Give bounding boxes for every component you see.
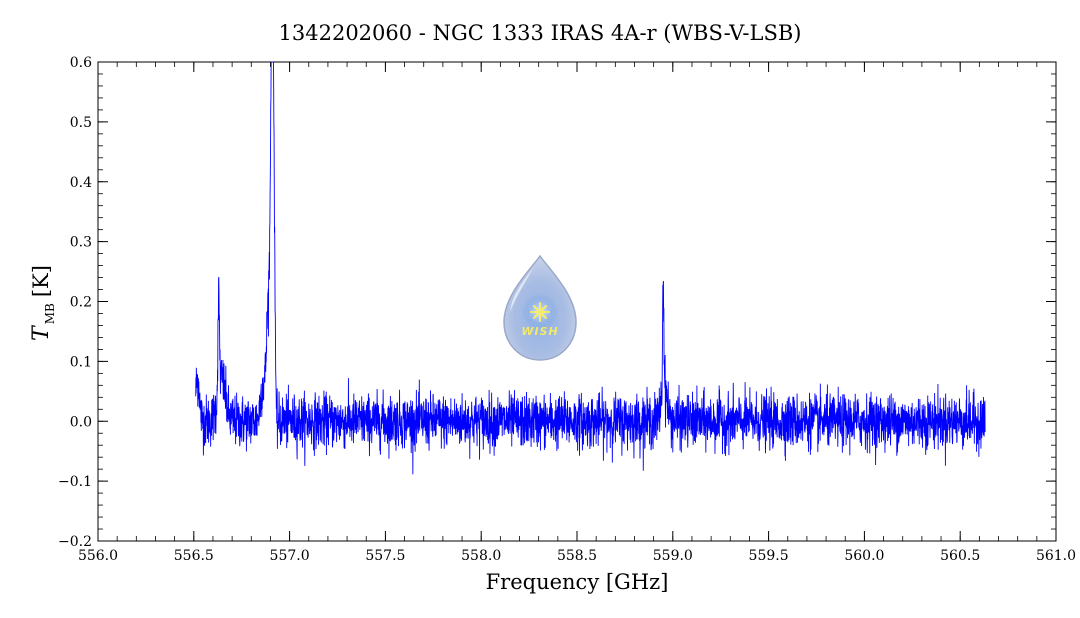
- x-axis-ticks: 556.0 556.5 557.0 557.5 558.0 558.5 559.0 559.5…: [78, 62, 1076, 564]
- y-tick-label: 0.2: [70, 295, 92, 311]
- x-tick-label: 559.0: [653, 548, 693, 564]
- x-tick-label: 558.5: [557, 548, 597, 564]
- star-icon: [530, 302, 550, 322]
- y-tick-label: 0.6: [70, 55, 92, 71]
- y-tick-label: −0.2: [58, 534, 92, 550]
- chart-title: 1342202060 - NGC 1333 IRAS 4A-r (WBS-V-L…: [279, 21, 802, 45]
- x-tick-label: 556.5: [174, 548, 214, 564]
- y-tick-label: 0.0: [70, 414, 92, 430]
- y-axis-label-unit: [K]: [29, 265, 53, 297]
- spectrum-series: [195, 61, 986, 475]
- plot-frame: [97, 61, 1057, 542]
- x-tick-label: 557.0: [270, 548, 310, 564]
- x-tick-label: 560.5: [940, 548, 980, 564]
- y-tick-label: −0.1: [58, 474, 92, 490]
- x-tick-label: 557.5: [365, 548, 405, 564]
- svg-text:TMB[K]: TMB [K]: [29, 265, 57, 341]
- y-axis-label-subscript: MB: [43, 303, 57, 324]
- y-tick-label: 0.1: [70, 354, 92, 370]
- x-tick-label: 558.0: [461, 548, 501, 564]
- x-tick-label: 561.0: [1036, 548, 1076, 564]
- y-axis-ticks: −0.2 −0.1 0.0 0.1 0.2 0.3 0.4 0.5 0.6: [58, 55, 1056, 550]
- wish-logo: WISH: [503, 254, 577, 361]
- y-tick-label: 0.4: [70, 175, 92, 191]
- spectrum-line: [195, 61, 986, 475]
- x-tick-label: 560.0: [844, 548, 884, 564]
- x-axis-label: Frequency [GHz]: [486, 570, 669, 594]
- y-axis-label: TMB [K]: [29, 265, 57, 341]
- y-tick-label: 0.3: [70, 235, 92, 251]
- y-axis-label-symbol: T: [29, 324, 54, 341]
- x-tick-label: 556.0: [78, 548, 118, 564]
- y-tick-label: 0.5: [70, 115, 92, 131]
- x-tick-label: 559.5: [749, 548, 789, 564]
- plot-area: 556.0 556.5 557.0 557.5 558.0 558.5 559.0 559.5…: [58, 55, 1076, 564]
- logo-text: WISH: [521, 325, 558, 338]
